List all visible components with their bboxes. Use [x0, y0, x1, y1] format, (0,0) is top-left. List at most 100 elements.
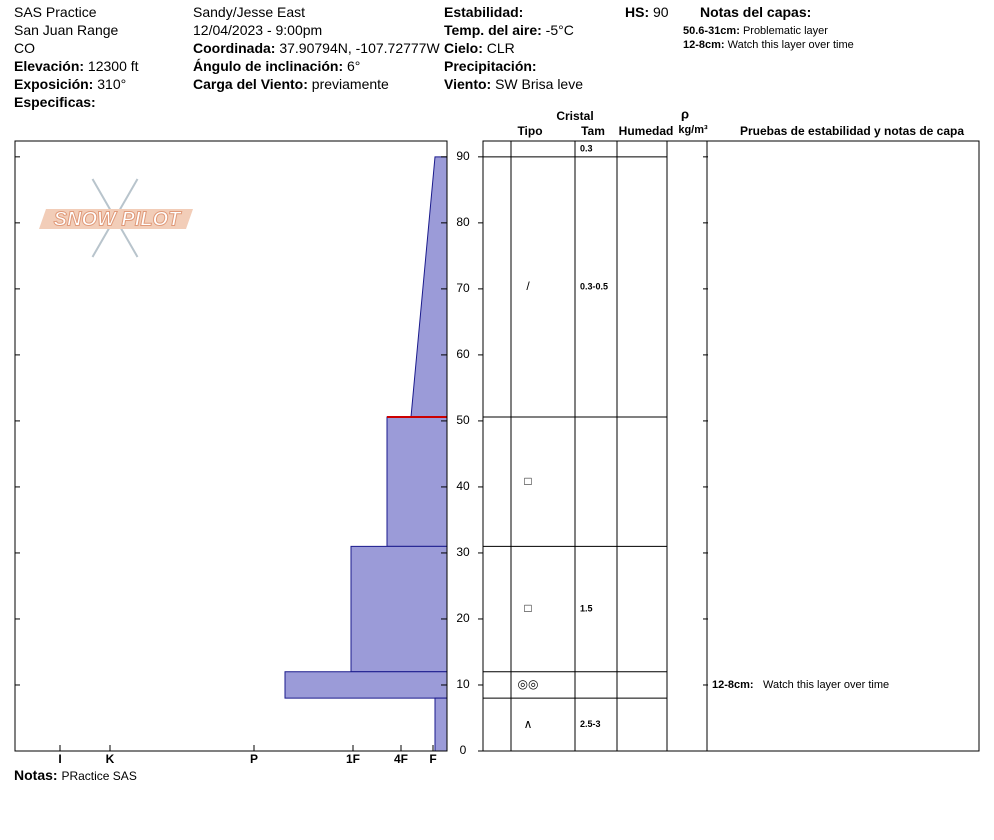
field-value: Problematic layer: [742, 25, 828, 37]
field-label: Ángulo de inclinación:: [193, 58, 344, 74]
field-value: San Juan Range: [14, 22, 119, 38]
field-label: Viento:: [444, 76, 492, 92]
y-tick-label: 90: [456, 149, 470, 163]
header-row: Carga del Viento: previamente: [193, 75, 389, 93]
field-value: Sandy/Jesse East: [193, 4, 306, 20]
grain-symbol: ◎◎: [518, 677, 539, 691]
field-value: previamente: [311, 76, 389, 92]
hardness-layer: [284, 671, 448, 699]
table-header: Cristal: [556, 109, 593, 123]
header-row: Notas: PRactice SAS: [14, 766, 137, 785]
y-tick-label: 0: [460, 743, 467, 757]
header-row: HS: 90: [625, 3, 669, 21]
field-value: 310°: [97, 76, 127, 92]
table-header: Humedad: [619, 124, 674, 138]
y-tick-label: 30: [456, 545, 470, 559]
field-value: 6°: [347, 58, 361, 74]
field-label: 50.6-31cm:: [683, 25, 740, 37]
x-tick-label: F: [429, 752, 436, 766]
field-label: HS:: [625, 4, 650, 20]
field-label: Estabilidad:: [444, 4, 524, 20]
field-value: SAS Practice: [14, 4, 97, 20]
field-value: 12/04/2023 - 9:00pm: [193, 22, 323, 38]
logo-band: [39, 209, 193, 229]
header-row: Elevación: 12300 ft: [14, 57, 139, 75]
field-label: Precipitación:: [444, 58, 537, 74]
table-header: Pruebas de estabilidad y notas de capa: [740, 124, 964, 138]
field-value: 12300 ft: [87, 58, 139, 74]
y-tick-label: 50: [456, 413, 470, 427]
table-header: Tam: [581, 124, 605, 138]
grain-symbol: /: [526, 279, 530, 293]
header-row: SAS Practice: [14, 3, 96, 21]
field-label: Exposición:: [14, 76, 94, 92]
header-row: Ángulo de inclinación: 6°: [193, 57, 360, 75]
field-label: 12-8cm:: [683, 39, 725, 51]
header-row: 12-8cm: Watch this layer over time: [683, 38, 854, 52]
grain-symbol: □: [524, 474, 531, 488]
header-row: Viento: SW Brisa leve: [444, 75, 583, 93]
header-row: 12/04/2023 - 9:00pm: [193, 21, 322, 39]
header-row: 50.6-31cm: Problematic layer: [683, 24, 828, 38]
field-label: Carga del Viento:: [193, 76, 308, 92]
grain-size: 1.5: [580, 603, 593, 613]
grain-size: 0.3-0.5: [580, 281, 608, 291]
hardness-layer: [386, 416, 448, 547]
header-row: Estabilidad:: [444, 3, 523, 21]
x-tick-label: I: [58, 752, 61, 766]
notes-title: Notas del capas:: [700, 3, 811, 21]
hardness-layer: [350, 545, 448, 673]
header-row: Temp. del aire: -5°C: [444, 21, 574, 39]
header-row: Coordinada: 37.90794N, -107.72777W: [193, 39, 440, 57]
y-tick-label: 40: [456, 479, 470, 493]
y-tick-label: 70: [456, 281, 470, 295]
header-row: Sandy/Jesse East: [193, 3, 305, 21]
grain-symbol: □: [524, 601, 531, 615]
field-label: Temp. del aire:: [444, 22, 542, 38]
field-value: 90: [653, 4, 669, 20]
field-value: Watch this layer over time: [727, 39, 854, 51]
logo: SNOW PILOT: [39, 178, 193, 258]
field-label: Cielo:: [444, 40, 483, 56]
table-header: ρ: [681, 106, 689, 121]
field-value: CLR: [486, 40, 515, 56]
note-text: Watch this layer over time: [763, 679, 889, 691]
y-tick-label: 10: [456, 677, 470, 691]
y-tick-label: 80: [456, 215, 470, 229]
logo-text: SNOW PILOT: [54, 208, 182, 230]
hardness-layer: [410, 156, 448, 418]
table-header: kg/m³: [678, 124, 708, 136]
x-tick-label: P: [250, 752, 258, 766]
note-label: 12-8cm:: [712, 679, 754, 691]
plot-frame: [14, 140, 448, 752]
x-tick-label: 1F: [346, 752, 360, 766]
header-row: CO: [14, 39, 35, 57]
header-row: Cielo: CLR: [444, 39, 515, 57]
y-tick-label: 20: [456, 611, 470, 625]
field-value: PRactice SAS: [61, 769, 137, 783]
header-row: Especificas:: [14, 93, 96, 111]
title: Notas del capas:: [700, 4, 812, 20]
field-value: SW Brisa leve: [495, 76, 584, 92]
table-frame: [482, 140, 980, 752]
grain-symbol: ∧: [524, 717, 533, 731]
field-label: Elevación:: [14, 58, 85, 74]
field-label: Coordinada:: [193, 40, 276, 56]
header-row: San Juan Range: [14, 21, 118, 39]
y-tick-label: 60: [456, 347, 470, 361]
header-row: Precipitación:: [444, 57, 537, 75]
field-label: Especificas:: [14, 94, 96, 110]
field-label: Notas:: [14, 767, 58, 783]
field-value: -5°C: [545, 22, 574, 38]
table-header: Tipo: [517, 124, 542, 138]
header-row: Exposición: 310°: [14, 75, 126, 93]
grain-size: 0.3: [580, 143, 593, 153]
x-tick-label: 4F: [394, 752, 408, 766]
field-value: CO: [14, 40, 35, 56]
x-tick-label: K: [106, 752, 115, 766]
grain-size: 2.5-3: [580, 719, 601, 729]
hardness-layer: [434, 697, 448, 752]
field-value: 37.90794N, -107.72777W: [279, 40, 440, 56]
